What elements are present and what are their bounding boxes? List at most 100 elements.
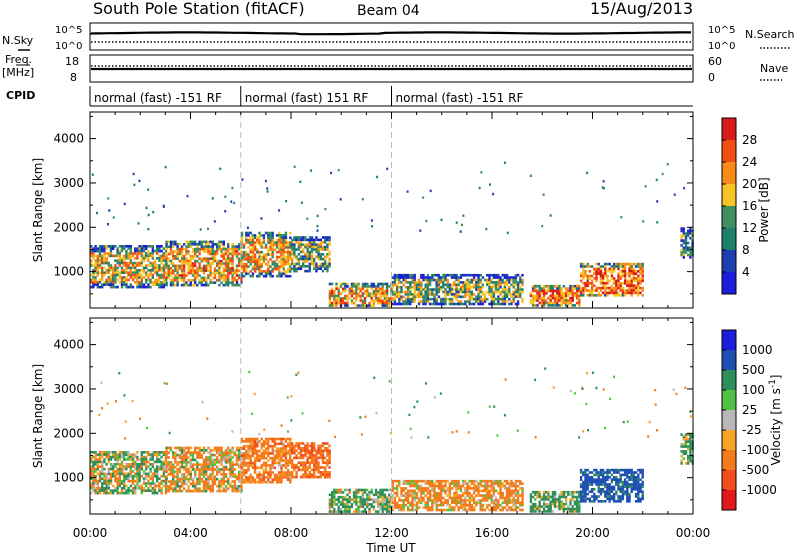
data-cell (326, 269, 329, 273)
data-cell (503, 300, 507, 303)
data-cell (105, 482, 108, 485)
data-cell (209, 269, 212, 272)
data-cell (242, 270, 246, 273)
data-cell (174, 267, 177, 270)
data-cell (442, 489, 445, 493)
data-cell (220, 456, 223, 459)
data-cell (601, 272, 605, 275)
data-cell (381, 500, 384, 504)
data-cell (207, 458, 210, 462)
data-cell (242, 444, 246, 448)
data-cell (310, 260, 314, 263)
data-cell (196, 487, 199, 490)
data-cell (508, 290, 511, 294)
data-cell (224, 283, 228, 287)
data-cell (198, 475, 201, 478)
data-cell (350, 285, 354, 288)
data-cell (267, 234, 270, 237)
data-cell (282, 272, 285, 276)
data-cell (235, 255, 239, 258)
data-cell (313, 475, 316, 479)
data-cell (409, 494, 412, 497)
data-cell (641, 265, 644, 268)
data-cell (299, 236, 303, 239)
data-cell (395, 489, 399, 493)
data-cell (103, 273, 106, 277)
data-cell (310, 248, 314, 251)
data-cell (198, 274, 201, 277)
data-cell (604, 267, 607, 271)
data-cell (224, 264, 228, 268)
data-cell (180, 465, 184, 469)
data-cell (118, 249, 121, 253)
data-cell (437, 295, 441, 299)
data-cell (466, 484, 469, 488)
data-cell (310, 468, 314, 472)
data-cell (551, 289, 555, 293)
data-cell (446, 503, 449, 507)
data-cell (379, 294, 382, 298)
data-cell (297, 447, 300, 450)
data-cell (479, 281, 482, 284)
data-cell (222, 465, 225, 469)
data-cell (348, 297, 351, 300)
data-cell (224, 461, 228, 464)
data-cell (519, 276, 522, 279)
data-cell (538, 294, 541, 298)
data-cell (602, 180, 605, 183)
data-cell (448, 293, 452, 296)
data-cell (147, 479, 150, 483)
data-cell (96, 472, 99, 476)
data-cell (172, 489, 175, 493)
data-cell (381, 287, 384, 291)
data-cell (183, 477, 186, 481)
data-cell (134, 465, 137, 468)
data-cell (637, 291, 640, 295)
data-cell (116, 271, 119, 274)
data-cell (337, 301, 340, 305)
data-cell (291, 250, 294, 254)
data-cell (595, 272, 598, 275)
data-cell (178, 276, 181, 280)
data-cell (101, 285, 104, 289)
data-cell (240, 473, 244, 477)
data-cell (112, 465, 115, 468)
data-cell (348, 495, 351, 499)
data-cell (623, 262, 627, 266)
data-cell (333, 510, 336, 513)
data-cell (136, 273, 139, 277)
data-cell (402, 302, 405, 306)
data-cell (249, 236, 252, 240)
data-cell (262, 253, 266, 256)
data-cell (153, 451, 157, 454)
data-cell (372, 282, 376, 286)
data-cell (426, 501, 430, 505)
data-cell (428, 297, 432, 301)
data-cell (209, 451, 212, 454)
data-cell (105, 453, 108, 456)
data-cell (249, 231, 252, 235)
data-cell (595, 262, 598, 266)
data-cell (211, 489, 214, 493)
data-cell (422, 276, 425, 279)
data-cell (98, 453, 102, 456)
data-cell (278, 241, 281, 244)
data-cell (503, 290, 507, 294)
data-cell (391, 489, 394, 493)
data-cell (383, 304, 387, 307)
data-cell (167, 259, 170, 263)
data-cell (579, 262, 583, 266)
data-cell (218, 449, 221, 452)
data-cell (156, 245, 159, 248)
data-cell (129, 257, 132, 260)
data-cell (262, 255, 266, 259)
data-cell (205, 461, 208, 464)
data-cell (308, 269, 311, 273)
data-cell (448, 482, 452, 485)
data-cell (90, 458, 93, 461)
data-cell (479, 482, 482, 485)
data-cell (302, 236, 305, 239)
data-cell (224, 468, 228, 471)
data-cell (422, 288, 425, 291)
data-cell (224, 449, 228, 452)
